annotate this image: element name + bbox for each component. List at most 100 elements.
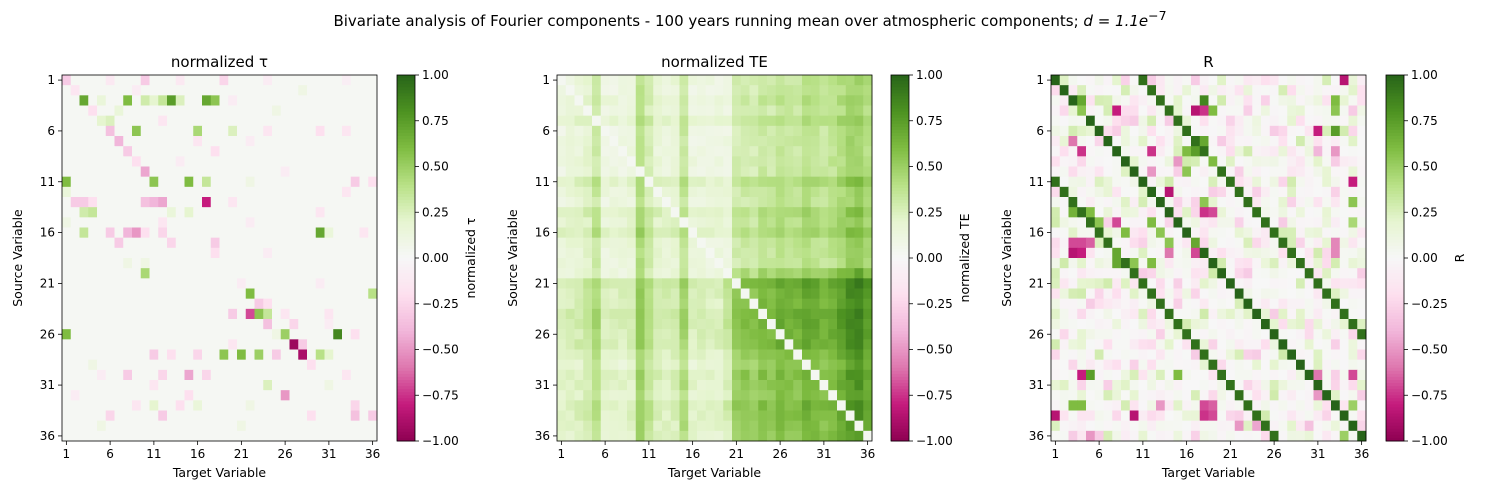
heatmap-cell (158, 268, 168, 279)
heatmap-cell (662, 339, 672, 350)
heatmap-cell (592, 308, 602, 320)
heatmap-cell (662, 288, 672, 300)
heatmap-cell (1094, 339, 1104, 350)
heatmap-cell (1261, 390, 1271, 401)
colorbar-segment (397, 129, 415, 134)
heatmap-cell (184, 329, 194, 340)
heatmap-cell (1243, 125, 1253, 137)
heatmap-cell (254, 186, 264, 198)
heatmap-cell (1226, 420, 1236, 432)
heatmap-cell (1357, 176, 1367, 188)
heatmap-cell (670, 217, 680, 228)
heatmap-cell (802, 298, 812, 310)
heatmap-cell (1287, 227, 1297, 239)
heatmap-cell (114, 197, 124, 208)
heatmap-cell (289, 400, 299, 411)
heatmap-cell (228, 227, 238, 239)
heatmap-cell (1226, 410, 1236, 422)
heatmap-cell (609, 420, 619, 432)
colorbar-segment (397, 419, 415, 424)
heatmap-cell (627, 217, 637, 228)
heatmap-cell (574, 207, 584, 218)
colorbar-segment (891, 376, 909, 381)
colorbar-segment (1386, 218, 1404, 222)
heatmap-cell (1103, 105, 1113, 117)
heatmap-cell (114, 410, 124, 422)
heatmap-cell (149, 186, 159, 198)
heatmap-cell (1191, 369, 1201, 381)
heatmap-cell (1331, 105, 1341, 117)
heatmap-cell (1156, 237, 1166, 249)
heatmap-cell (298, 136, 308, 147)
heatmap-cell (123, 278, 133, 289)
heatmap-cell (845, 400, 855, 411)
heatmap-cell (1173, 105, 1183, 117)
heatmap-cell (333, 390, 343, 401)
heatmap-cell (114, 247, 124, 259)
colorbar-segment (397, 352, 415, 357)
heatmap-cell (228, 258, 238, 269)
heatmap-cell (228, 359, 238, 371)
colorbar-segment (891, 337, 909, 341)
heatmap-cell (767, 400, 777, 411)
heatmap-cell (1261, 75, 1271, 86)
y-tick-label: 36 (535, 429, 550, 443)
heatmap-cell (732, 410, 742, 422)
heatmap-cell (1121, 125, 1131, 137)
heatmap-cell (810, 339, 820, 350)
heatmap-cell (1357, 146, 1367, 157)
heatmap-cell (1296, 136, 1306, 147)
colorbar-segment (1386, 111, 1404, 116)
heatmap-cell (359, 390, 369, 401)
heatmap-cell (723, 85, 733, 96)
heatmap-cell (245, 197, 255, 208)
heatmap-cell (228, 349, 238, 361)
heatmap-cell (1217, 227, 1227, 239)
heatmap-cell (307, 349, 317, 361)
heatmap-cell (254, 410, 264, 422)
heatmap-cell (342, 390, 352, 401)
heatmap-cell (167, 227, 177, 239)
heatmap-cell (705, 400, 715, 411)
heatmap-cell (1208, 349, 1218, 361)
heatmap-cell (88, 176, 98, 188)
heatmap-cell (775, 95, 785, 106)
colorbar-segment (397, 425, 415, 430)
heatmap-cell (1086, 197, 1096, 208)
heatmap-cell (202, 186, 212, 198)
heatmap-cell (819, 319, 829, 330)
heatmap-cell (79, 176, 89, 188)
heatmap-cell (1304, 288, 1314, 300)
heatmap-cell (653, 227, 663, 239)
heatmap-cell (1112, 390, 1122, 401)
heatmap-cell (819, 156, 829, 167)
heatmap-cell (350, 227, 360, 239)
heatmap-cell (1296, 430, 1306, 442)
heatmap-cell (793, 105, 803, 117)
heatmap-cell (618, 105, 628, 117)
heatmap-cell (1199, 146, 1209, 157)
colorbar-segment (1386, 288, 1404, 293)
heatmap-cell (635, 400, 645, 411)
heatmap-cell (802, 237, 812, 249)
heatmap-cell (828, 278, 838, 289)
colorbar-segment (891, 325, 909, 329)
heatmap-cell (1147, 85, 1157, 96)
colorbar-segment (891, 114, 909, 119)
colorbar-segment (397, 297, 415, 302)
y-tick-label: 11 (40, 175, 55, 189)
heatmap-cell (79, 136, 89, 147)
heatmap-cell (132, 359, 142, 371)
colorbar-segment (397, 376, 415, 381)
heatmap-cell (679, 329, 689, 340)
heatmap-cell (184, 227, 194, 239)
heatmap-cell (228, 298, 238, 310)
heatmap-cell (123, 227, 133, 239)
colorbar-segment (397, 431, 415, 436)
heatmap-cell (574, 197, 584, 208)
heatmap-cell (1068, 278, 1078, 289)
heatmap-cell (863, 430, 873, 442)
heatmap-cell (1322, 268, 1332, 279)
heatmap-cell (280, 95, 290, 106)
heatmap-cell (132, 136, 142, 147)
